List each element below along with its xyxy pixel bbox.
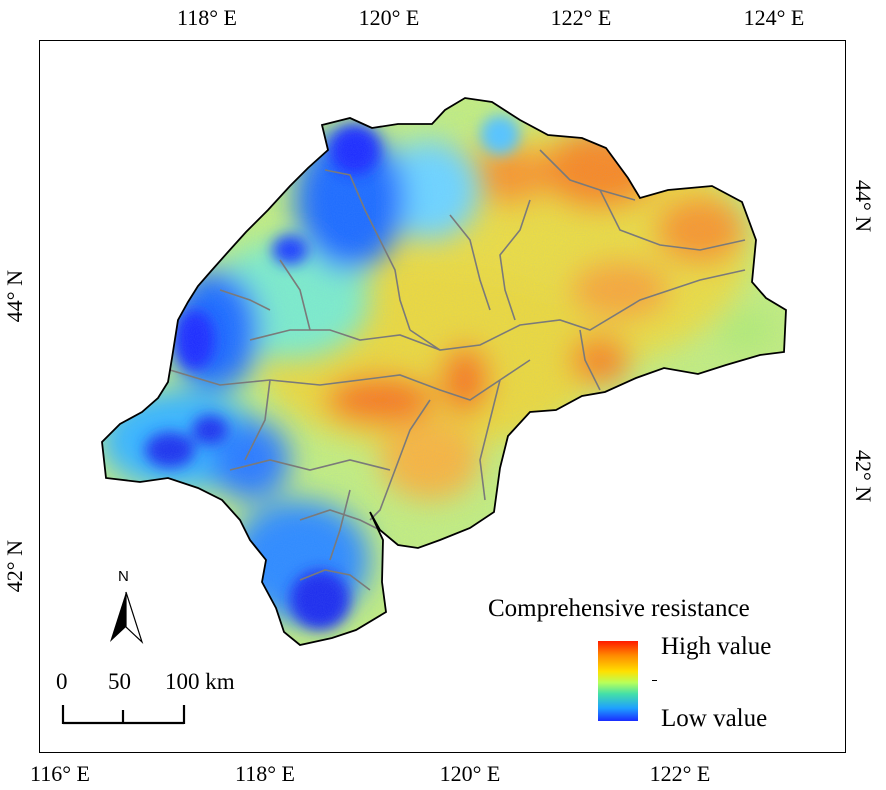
- bottom-tick-120: 120° E: [439, 761, 501, 786]
- top-tick-120: 120° E: [358, 5, 420, 30]
- legend-low-label: Low value: [661, 705, 768, 732]
- scale-label-100: 100 km: [165, 669, 235, 694]
- north-arrow-icon: [110, 591, 144, 645]
- bottom-tick-122: 122° E: [649, 761, 711, 786]
- top-tick-124: 124° E: [743, 5, 805, 30]
- legend-high-label: High value: [661, 633, 772, 660]
- right-tick-42: 42° N: [851, 450, 876, 503]
- scale-bar: [61, 705, 186, 725]
- legend-color-ramp: [598, 641, 638, 721]
- north-arrow-label: N: [118, 568, 129, 585]
- right-tick-44: 44° N: [851, 180, 876, 233]
- district-boundaries: [169, 149, 746, 591]
- legend-title: Comprehensive resistance: [488, 595, 750, 622]
- scale-label-50: 50: [108, 669, 131, 694]
- legend-tick: [652, 680, 657, 681]
- bottom-tick-116: 116° E: [30, 761, 90, 786]
- top-tick-122: 122° E: [550, 5, 612, 30]
- resistance-raster: [102, 98, 786, 645]
- top-tick-118: 118° E: [177, 5, 237, 30]
- bottom-tick-118: 118° E: [235, 761, 295, 786]
- scale-label-0: 0: [56, 669, 68, 694]
